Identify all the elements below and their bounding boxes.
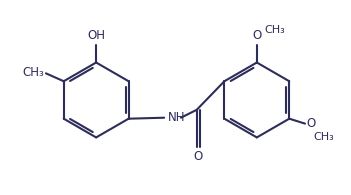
- Text: CH₃: CH₃: [265, 25, 285, 35]
- Text: CH₃: CH₃: [22, 66, 44, 79]
- Text: CH₃: CH₃: [313, 131, 334, 142]
- Text: O: O: [252, 29, 261, 42]
- Text: OH: OH: [87, 29, 105, 42]
- Text: O: O: [306, 117, 315, 130]
- Text: NH: NH: [168, 111, 186, 124]
- Text: O: O: [193, 150, 202, 163]
